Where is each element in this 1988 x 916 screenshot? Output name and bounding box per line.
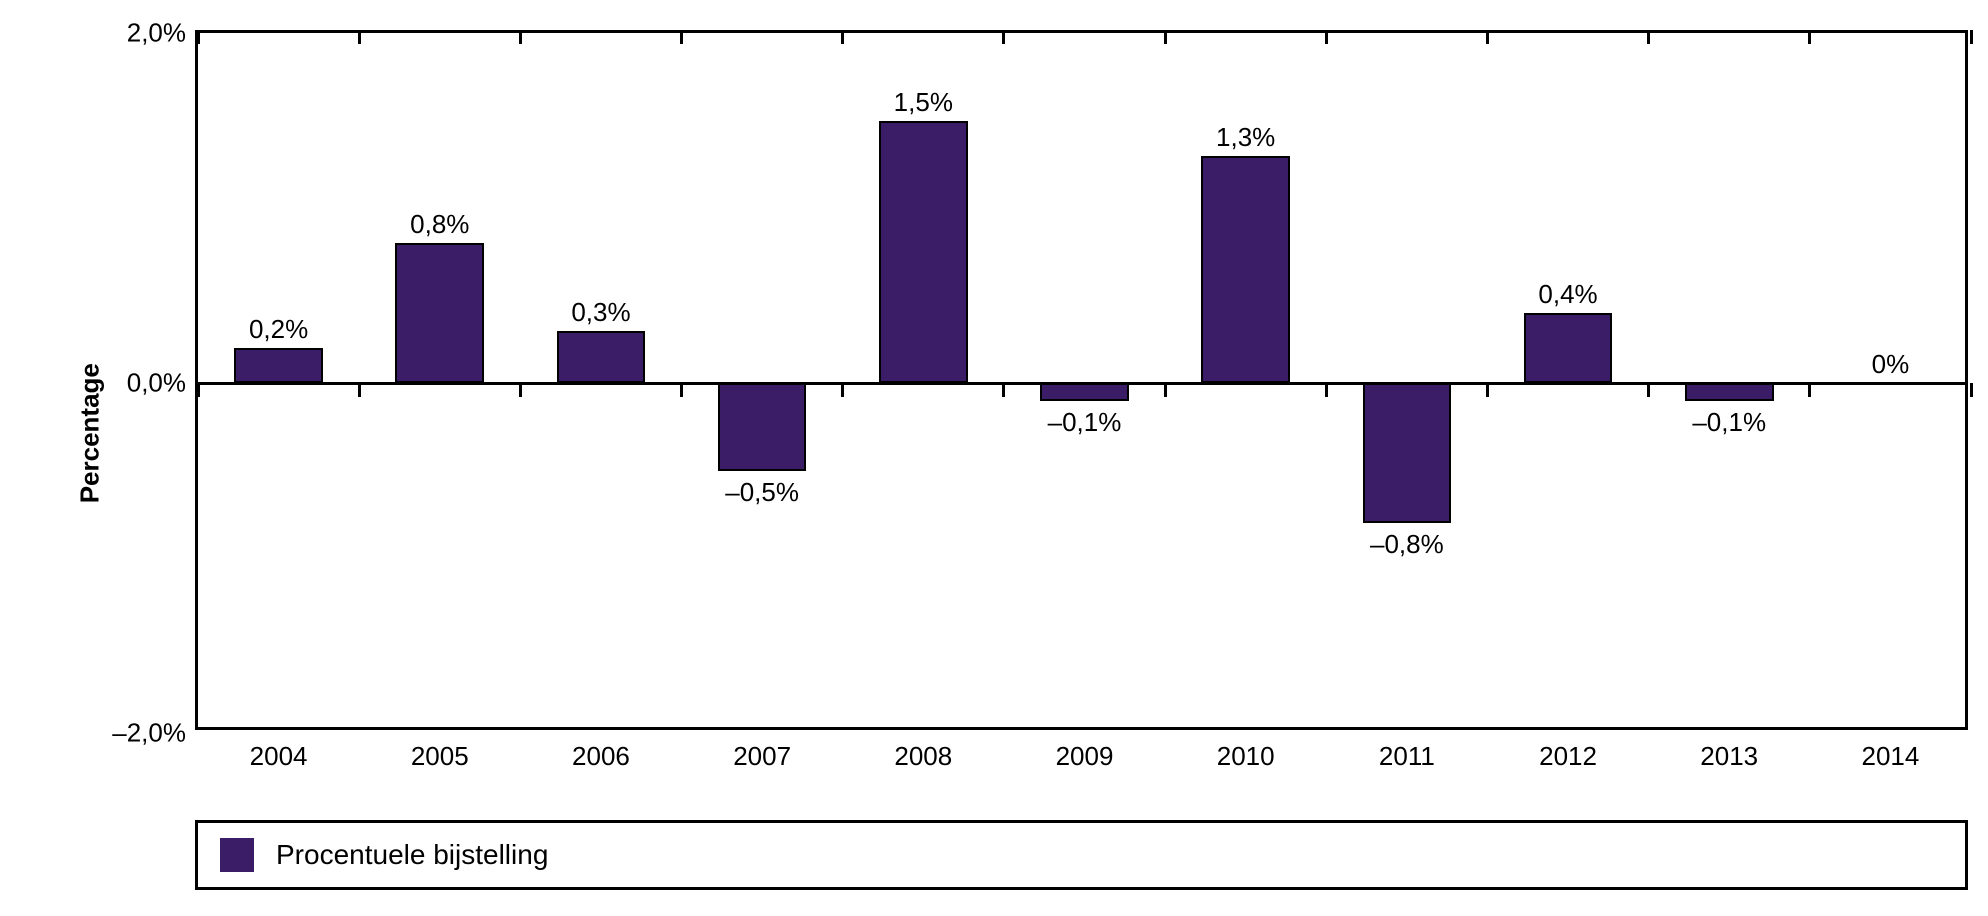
- xaxis-label: 2006: [572, 741, 630, 772]
- xaxis-label: 2012: [1539, 741, 1597, 772]
- bar: [395, 243, 484, 383]
- xaxis-label: 2004: [250, 741, 308, 772]
- xaxis-label: 2013: [1700, 741, 1758, 772]
- bar-value-label: 0,2%: [249, 314, 308, 345]
- xtick-mark-top: [1486, 30, 1489, 44]
- xtick-mark: [1647, 383, 1650, 397]
- xtick-mark: [680, 383, 683, 397]
- plot-area: 2,0%0,0%–2,0%0,2%20040,8%20050,3%2006–0,…: [195, 30, 1968, 730]
- xtick-mark: [1808, 383, 1811, 397]
- xtick-mark-top: [1002, 30, 1005, 44]
- plot-wrapper: 2,0% 0,0% –2,0% 0,2% 2004 0,8% 2005 0,3% 2006 –0,…: [115, 20, 1968, 770]
- bar-value-label: –0,1%: [1692, 407, 1766, 438]
- bar: [879, 121, 968, 384]
- bar: [1363, 383, 1452, 523]
- bar: [1040, 383, 1129, 401]
- xtick-mark-top: [1808, 30, 1811, 44]
- xtick-mark: [1002, 383, 1005, 397]
- xaxis-label: 2010: [1217, 741, 1275, 772]
- legend: Procentuele bijstelling: [195, 820, 1968, 890]
- xtick-mark: [1486, 383, 1489, 397]
- bar-value-label: –0,8%: [1370, 529, 1444, 560]
- xaxis-label: 2005: [411, 741, 469, 772]
- xtick-mark: [197, 383, 200, 397]
- xtick-mark: [1970, 383, 1973, 397]
- xtick-mark-top: [1647, 30, 1650, 44]
- bar: [1201, 156, 1290, 384]
- bar-value-label: 0,3%: [571, 297, 630, 328]
- bar: [1524, 313, 1613, 383]
- bar-value-label: –0,1%: [1048, 407, 1122, 438]
- xtick-mark-top: [1164, 30, 1167, 44]
- legend-swatch: [220, 838, 254, 872]
- bar-value-label: 0%: [1872, 349, 1910, 380]
- xaxis-label: 2011: [1379, 741, 1435, 772]
- xtick-mark-top: [841, 30, 844, 44]
- bar: [718, 383, 807, 471]
- xtick-mark: [841, 383, 844, 397]
- bar-value-label: 0,8%: [410, 209, 469, 240]
- xtick-mark-top: [680, 30, 683, 44]
- legend-label: Procentuele bijstelling: [276, 839, 548, 871]
- bar-value-label: 1,3%: [1216, 122, 1275, 153]
- xtick-mark-top: [1970, 30, 1973, 44]
- xtick-mark: [1164, 383, 1167, 397]
- xtick-mark: [519, 383, 522, 397]
- xtick-mark-top: [1325, 30, 1328, 44]
- ytick-label: 0,0%: [127, 368, 186, 399]
- xtick-mark-top: [519, 30, 522, 44]
- ytick-label: 2,0%: [127, 18, 186, 49]
- bar: [1685, 383, 1774, 401]
- bar-value-label: 1,5%: [894, 87, 953, 118]
- bar-value-label: 0,4%: [1538, 279, 1597, 310]
- xaxis-label: 2009: [1056, 741, 1114, 772]
- ytick-label: –2,0%: [112, 718, 186, 749]
- bar: [234, 348, 323, 383]
- xtick-mark: [1325, 383, 1328, 397]
- y-axis-label: Percentage: [75, 363, 106, 503]
- xtick-mark-top: [358, 30, 361, 44]
- xaxis-label: 2014: [1861, 741, 1919, 772]
- xtick-mark-top: [197, 30, 200, 44]
- xtick-mark: [358, 383, 361, 397]
- xaxis-label: 2008: [894, 741, 952, 772]
- bar: [557, 331, 646, 384]
- xaxis-label: 2007: [733, 741, 791, 772]
- bar-value-label: –0,5%: [725, 477, 799, 508]
- chart-container: Percentage 2,0% 0,0% –2,0% 0,2% 2004 0,8% 2005…: [20, 20, 1968, 896]
